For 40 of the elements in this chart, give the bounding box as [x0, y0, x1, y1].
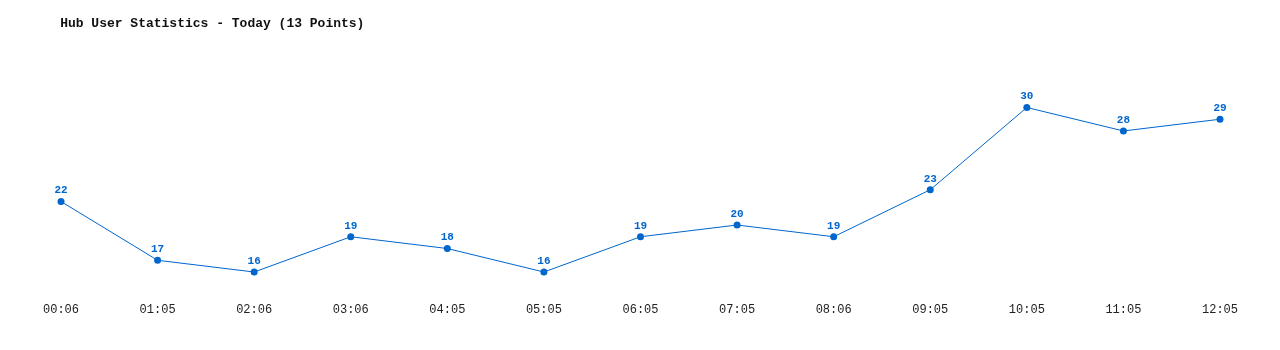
data-label: 16	[537, 254, 551, 267]
point	[57, 198, 65, 205]
x-tick-label: 04:05	[429, 303, 466, 317]
data-label: 29	[1213, 102, 1227, 115]
x-tick-label: 05:05	[525, 303, 562, 317]
x-tick-label: 08:06	[815, 303, 852, 317]
x-tick-label: 06:05	[622, 303, 659, 317]
point	[250, 268, 258, 276]
x-tick-label: 02:06	[236, 303, 273, 317]
point	[1023, 103, 1031, 111]
point	[540, 268, 548, 276]
point	[443, 245, 451, 253]
data-label: 19	[344, 219, 358, 232]
data-label: 28	[1116, 113, 1131, 126]
point	[830, 233, 838, 241]
point	[637, 233, 644, 241]
x-tick-label: 03:06	[332, 303, 369, 317]
x-tick-label: 09:05	[912, 303, 949, 317]
data-label: 22	[54, 184, 68, 197]
data-label: 30	[1020, 90, 1034, 103]
x-tick-label: 11:05	[1105, 303, 1142, 317]
data-label: 18	[440, 231, 455, 244]
chart-title: Hub User Statistics - Today (13 Points)	[60, 15, 365, 31]
x-tick-label: 00:06	[42, 303, 80, 317]
x-tick-label: 10:05	[1008, 303, 1045, 317]
data-label: 19	[827, 219, 841, 232]
point	[154, 256, 162, 264]
x-tick-label: 01:05	[139, 303, 176, 317]
data-label: 16	[247, 254, 261, 267]
data-label: 19	[633, 219, 648, 232]
data-label: 17	[150, 243, 165, 256]
data-label: 23	[923, 172, 938, 185]
point	[347, 233, 355, 241]
point	[733, 221, 741, 229]
point	[926, 186, 934, 194]
data-label: 20	[730, 207, 744, 220]
x-tick-label: 07:05	[719, 303, 756, 317]
x-tick-label: 12:05	[1201, 303, 1239, 317]
point	[1216, 115, 1224, 123]
point	[1119, 127, 1127, 135]
